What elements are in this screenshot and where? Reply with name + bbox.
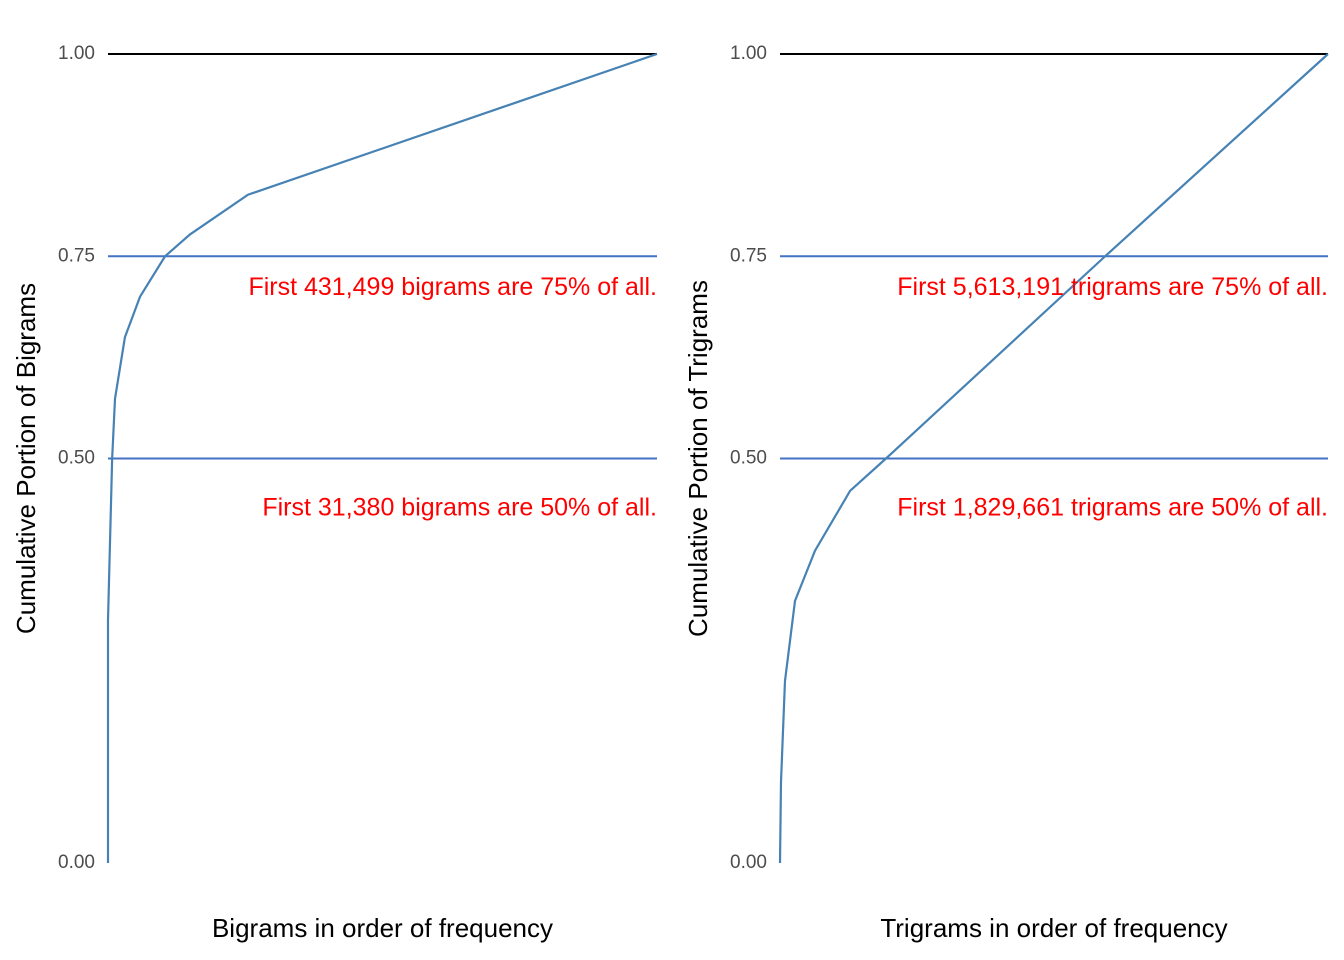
y-tick-label: 0.75 — [730, 245, 767, 266]
y-tick-label: 0.50 — [730, 448, 767, 469]
x-axis-label: Trigrams in order of frequency — [880, 913, 1227, 943]
data-line — [778, 53, 1329, 864]
y-tick-label: 0.50 — [58, 448, 95, 469]
y-tick-label: 1.00 — [730, 43, 767, 64]
y-axis-label: Cumulative Portion of Trigrams — [683, 280, 713, 637]
y-tick-label: 0.75 — [58, 245, 95, 266]
y-axis-label: Cumulative Portion of Bigrams — [11, 283, 41, 634]
annotation: First 431,499 bigrams are 75% of all. — [248, 273, 657, 301]
y-tick-label: 1.00 — [58, 43, 95, 64]
annotation: First 31,380 bigrams are 50% of all. — [262, 493, 657, 521]
annotation: First 1,829,661 trigrams are 50% of all. — [897, 493, 1328, 521]
x-axis-label: Bigrams in order of frequency — [212, 913, 553, 943]
y-tick-label: 0.00 — [730, 852, 767, 873]
annotation: First 5,613,191 trigrams are 75% of all. — [897, 273, 1328, 301]
y-tick-label: 0.00 — [58, 852, 95, 873]
data-line — [106, 52, 658, 863]
